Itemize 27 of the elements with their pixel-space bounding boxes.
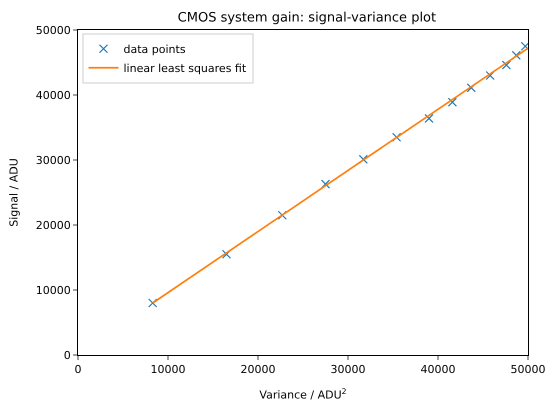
point	[424, 114, 434, 123]
x-tick-label: 20000	[240, 363, 276, 376]
y-tick-label: 0	[64, 348, 71, 362]
point	[466, 83, 476, 92]
legend-label: linear least squares fit	[124, 62, 247, 76]
x-tick-label: 40000	[420, 363, 456, 376]
x-tick-label: 10000	[150, 363, 186, 376]
point	[222, 250, 232, 259]
legend-label: data points	[124, 43, 186, 56]
y-tick-label: 10000	[36, 284, 71, 297]
x-tick-label: 50000	[510, 363, 546, 376]
y-axis-title: Signal / ADU	[7, 158, 20, 227]
point	[502, 60, 511, 70]
point	[148, 298, 158, 308]
x-tick-label: 30000	[330, 363, 366, 376]
y-tick-label: 50000	[36, 24, 71, 37]
chart-title: CMOS system gain: signal-variance plot	[178, 10, 436, 26]
point	[320, 179, 330, 189]
point	[448, 98, 457, 107]
point	[278, 210, 287, 220]
y-tick-label: 20000	[36, 218, 71, 232]
y-tick-label: 40000	[36, 88, 71, 102]
y-tick-label: 30000	[36, 154, 71, 167]
x-tick-label: 0	[74, 363, 82, 376]
point	[392, 132, 402, 142]
point	[486, 70, 495, 80]
x-axis-title: Variance / ADU$^{2}$	[259, 386, 347, 402]
